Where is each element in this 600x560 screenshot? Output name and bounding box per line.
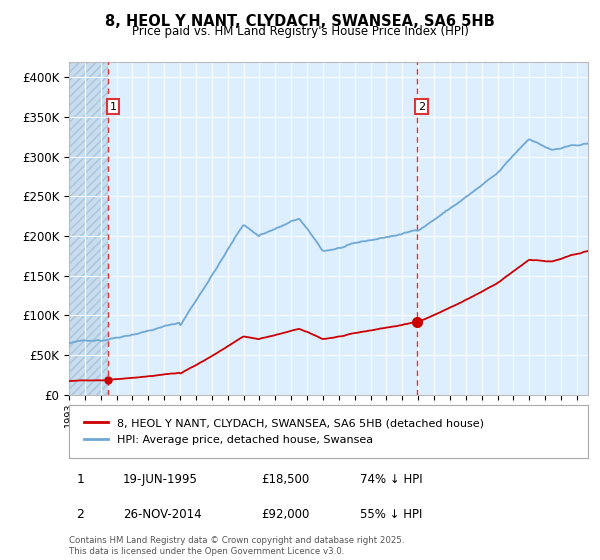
Text: 19-JUN-1995: 19-JUN-1995: [123, 473, 198, 486]
Legend: 8, HEOL Y NANT, CLYDACH, SWANSEA, SA6 5HB (detached house), HPI: Average price, : 8, HEOL Y NANT, CLYDACH, SWANSEA, SA6 5H…: [77, 411, 491, 452]
Text: £18,500: £18,500: [261, 473, 309, 486]
Text: 2: 2: [76, 508, 85, 521]
Text: £92,000: £92,000: [261, 508, 310, 521]
Text: 1: 1: [109, 101, 116, 111]
Text: 8, HEOL Y NANT, CLYDACH, SWANSEA, SA6 5HB: 8, HEOL Y NANT, CLYDACH, SWANSEA, SA6 5H…: [105, 14, 495, 29]
Text: Price paid vs. HM Land Registry's House Price Index (HPI): Price paid vs. HM Land Registry's House …: [131, 25, 469, 38]
Text: 1: 1: [76, 473, 85, 486]
Bar: [69, 62, 108, 395]
Text: 26-NOV-2014: 26-NOV-2014: [123, 508, 202, 521]
Text: 2: 2: [418, 101, 425, 111]
Text: Contains HM Land Registry data © Crown copyright and database right 2025.
This d: Contains HM Land Registry data © Crown c…: [69, 536, 404, 556]
Text: 55% ↓ HPI: 55% ↓ HPI: [360, 508, 422, 521]
Text: 74% ↓ HPI: 74% ↓ HPI: [360, 473, 422, 486]
